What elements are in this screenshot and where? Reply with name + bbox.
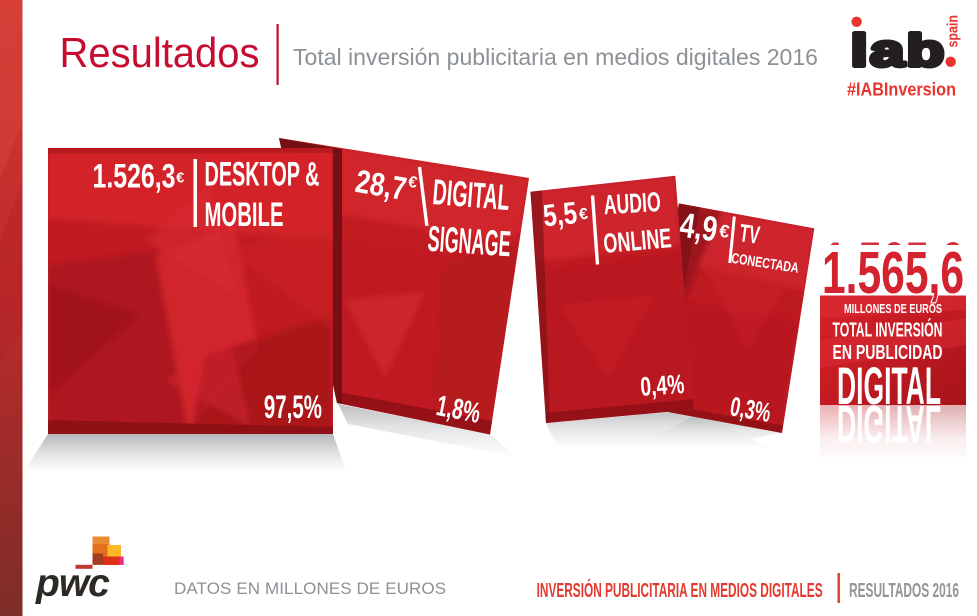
svg-text:€: €	[176, 170, 184, 186]
svg-text:INVERSIÓN PUBLICITARIA EN MEDI: INVERSIÓN PUBLICITARIA EN MEDIOS DIGITAL…	[537, 578, 823, 602]
svg-text:#IABInversion: #IABInversion	[847, 80, 956, 100]
svg-text:MILLONES DE EUROS: MILLONES DE EUROS	[844, 301, 942, 316]
svg-text:€: €	[578, 206, 588, 224]
svg-text:0,3%: 0,3%	[728, 391, 773, 428]
svg-text:5,5: 5,5	[541, 195, 578, 233]
svg-text:AUDIO: AUDIO	[603, 186, 662, 220]
svg-text:97,5%: 97,5%	[264, 389, 322, 425]
svg-text:Total inversión publicitaria e: Total inversión publicitaria en medios d…	[293, 44, 818, 70]
svg-text:1.526,3: 1.526,3	[93, 157, 176, 195]
svg-text:lab: lab	[851, 26, 947, 76]
svg-text:TOTAL INVERSIÓN: TOTAL INVERSIÓN	[833, 318, 943, 342]
svg-text:ONLINE: ONLINE	[602, 222, 672, 259]
svg-text:1.565,6: 1.565,6	[822, 240, 964, 306]
svg-text:MOBILE: MOBILE	[205, 196, 284, 234]
svg-text:0,4%: 0,4%	[639, 369, 685, 402]
svg-text:€: €	[718, 221, 731, 242]
svg-text:4,9: 4,9	[677, 206, 720, 250]
svg-text:TV: TV	[738, 219, 762, 250]
svg-text:DATOS EN MILLONES DE EUROS: DATOS EN MILLONES DE EUROS	[174, 579, 446, 598]
svg-text:DESKTOP &: DESKTOP &	[205, 156, 320, 194]
svg-text:spain: spain	[945, 15, 962, 48]
svg-text:DIGITAL: DIGITAL	[431, 171, 511, 218]
svg-text:pwc: pwc	[35, 562, 110, 605]
svg-text:RESULTADOS 2016: RESULTADOS 2016	[849, 580, 959, 602]
svg-text:28,7: 28,7	[353, 163, 409, 207]
svg-text:SIGNAGE: SIGNAGE	[426, 218, 512, 265]
svg-text:€: €	[407, 174, 419, 192]
svg-text:EN PUBLICIDAD: EN PUBLICIDAD	[833, 341, 943, 364]
svg-text:Resultados: Resultados	[60, 29, 260, 76]
